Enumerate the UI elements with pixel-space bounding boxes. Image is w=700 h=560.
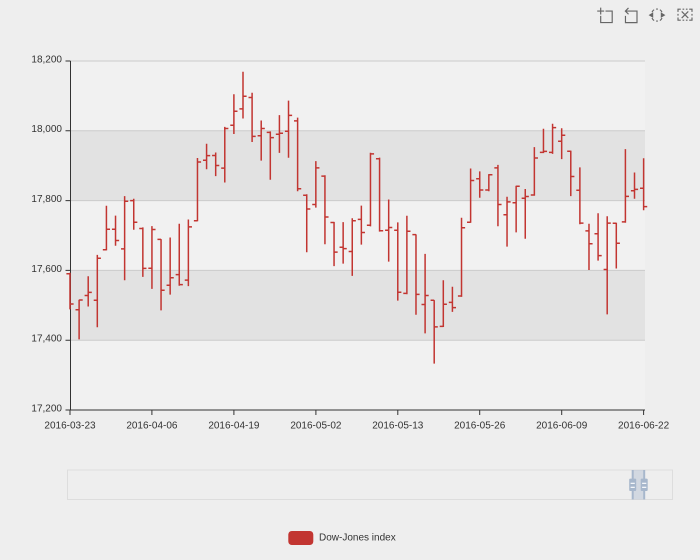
svg-text:2016-06-09: 2016-06-09: [536, 420, 588, 431]
svg-text:17,200: 17,200: [31, 403, 62, 414]
svg-text:2016-05-02: 2016-05-02: [290, 420, 342, 431]
svg-text:2016-05-26: 2016-05-26: [454, 420, 506, 431]
svg-text:2016-04-06: 2016-04-06: [126, 420, 178, 431]
svg-text:2016-06-22: 2016-06-22: [618, 420, 670, 431]
svg-text:17,600: 17,600: [31, 264, 62, 275]
svg-text:Dow-Jones index: Dow-Jones index: [319, 532, 396, 543]
svg-text:17,400: 17,400: [31, 334, 62, 345]
svg-text:2016-05-13: 2016-05-13: [372, 420, 424, 431]
svg-text:18,200: 18,200: [31, 54, 62, 65]
svg-text:18,000: 18,000: [31, 124, 62, 135]
svg-text:2016-04-19: 2016-04-19: [208, 420, 260, 431]
svg-text:17,800: 17,800: [31, 194, 62, 205]
svg-text:2016-03-23: 2016-03-23: [44, 420, 96, 431]
